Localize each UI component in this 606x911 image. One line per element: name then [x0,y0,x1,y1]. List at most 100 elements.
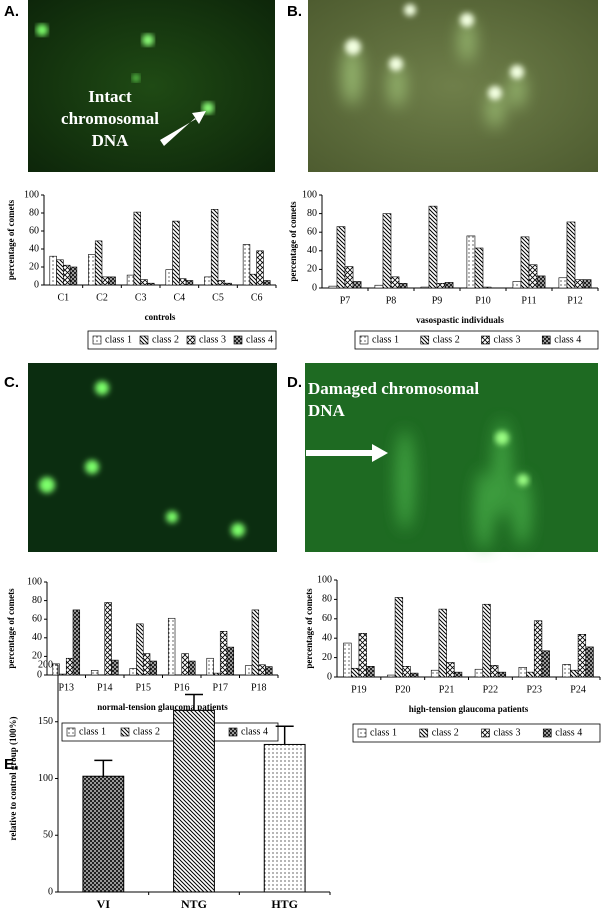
image-b [308,0,598,172]
x-tick-label: P17 [212,682,228,693]
y-tick-label: 60 [29,225,39,236]
legend-swatch [419,728,429,738]
y-axis-title: relative to control group (100%) [8,717,18,841]
bar [453,671,463,678]
bar [328,285,338,289]
y-tick-label: 80 [322,594,332,605]
bar [111,659,119,676]
legend-swatch [66,727,76,737]
x-tick-label: C3 [135,292,147,303]
bar [497,671,507,678]
legend-label: class 4 [554,334,581,345]
bar [90,670,99,676]
bar [482,603,491,678]
x-axis-title: controls [145,312,176,322]
bar [133,211,141,286]
bar [59,673,67,676]
panel-label: E. [4,756,18,773]
bar [562,664,571,678]
bar [574,279,584,289]
image-c [28,363,277,552]
bar [179,278,187,286]
legend-swatch [481,335,490,345]
bar [352,281,362,289]
bar [436,283,446,289]
bar [382,213,392,289]
bar [263,743,306,893]
x-tick-label: P19 [351,684,367,695]
x-tick-label: C4 [173,292,185,303]
y-tick-label: 0 [34,279,39,290]
image-annotation: DNA [92,131,130,150]
bar [181,653,189,676]
x-tick-label: C1 [57,292,69,303]
y-tick-label: 100 [24,189,39,200]
bar [224,282,232,286]
y-tick-label: 60 [32,613,42,624]
bar [358,633,367,678]
bar [142,653,151,676]
y-tick-label: 0 [327,671,332,682]
bar [147,282,155,286]
y-axis-title: percentage of comets [6,199,16,280]
bar [136,623,144,676]
bar [512,281,522,289]
bar [526,671,535,678]
bar [226,646,235,676]
y-tick-label: 80 [307,208,317,219]
legend-box [354,330,599,350]
bar [94,240,103,286]
legend-swatch [92,335,102,345]
bar [438,608,447,678]
bar [474,668,484,678]
x-tick-label: C5 [212,292,224,303]
y-tick-label: 40 [307,245,317,256]
y-tick-label: 100 [317,574,332,585]
bar [420,286,430,289]
legend-swatch [233,335,243,345]
legend-label: class 2 [152,334,179,345]
bar [108,276,116,286]
bar [206,657,214,676]
bar [129,668,137,676]
panel-label: A. [4,3,19,20]
bar [520,236,530,289]
bar [185,280,194,286]
bar [256,250,264,286]
y-tick-label: 100 [302,189,317,200]
bar [63,264,71,286]
bar [482,286,492,289]
bar [350,667,360,678]
x-tick-label: C2 [96,292,108,303]
bar [444,282,454,289]
x-tick-label: P7 [340,295,351,306]
y-tick-label: 80 [32,595,42,606]
y-tick-label: 40 [322,632,332,643]
bar [402,666,411,678]
legend-label: class 3 [199,334,226,345]
x-tick-label: P8 [386,295,397,306]
y-tick-label: 20 [29,261,39,272]
bar [336,226,346,289]
image-annotation: Intact [88,87,132,106]
bar [466,235,476,289]
x-axis-title: high-tension glaucoma patients [409,704,529,714]
legend-swatch [186,335,196,345]
bar [366,666,375,678]
bar [69,266,78,286]
legend-label: class 3 [494,727,521,738]
x-tick-label: P22 [483,684,499,695]
y-tick-label: 40 [29,243,39,254]
legend-swatch [481,728,490,738]
y-tick-label: 100 [38,773,53,784]
bar [474,247,484,289]
legend-label: class 2 [133,726,160,737]
legend-label: class 1 [372,334,399,345]
bar [140,279,148,286]
bar [387,674,396,678]
bar [88,254,96,286]
bar [374,284,384,289]
legend-label: class 2 [433,334,460,345]
x-tick-label: P23 [526,684,542,695]
